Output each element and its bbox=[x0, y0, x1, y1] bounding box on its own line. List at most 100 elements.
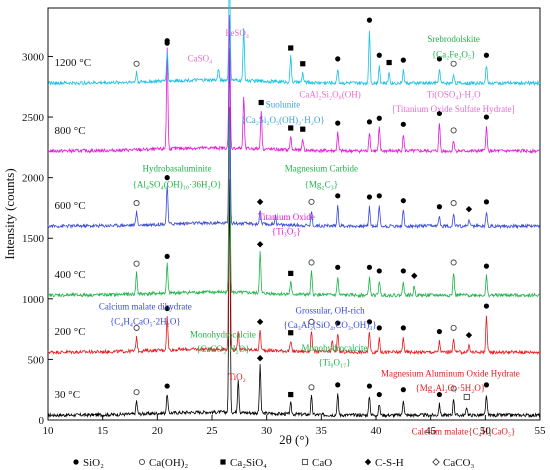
series-label: 400 °C bbox=[55, 269, 86, 281]
y-tick-label: 3000 bbox=[22, 51, 45, 63]
legend-label: Ca(OH)₂ bbox=[149, 457, 188, 469]
annotation: Monohydrocalcite bbox=[190, 330, 256, 340]
marker-filled-circle bbox=[400, 198, 406, 204]
marker-filled-square bbox=[300, 61, 306, 67]
marker-filled-diamond bbox=[256, 355, 264, 362]
marker-filled-circle bbox=[335, 320, 341, 326]
x-tick-label: 15 bbox=[97, 425, 109, 437]
marker-filled-diamond bbox=[256, 198, 264, 206]
marker-filled-diamond bbox=[256, 318, 264, 326]
marker-open-circle bbox=[308, 198, 315, 205]
x-tick-label: 30 bbox=[261, 425, 273, 437]
marker-filled-circle bbox=[366, 264, 373, 270]
marker-filled-circle bbox=[164, 175, 170, 181]
x-axis: 10 15 20 25 30 35 40 45 50 55 bbox=[43, 415, 546, 437]
x-tick-label: 35 bbox=[316, 425, 328, 437]
y-axis: 0 500 1000 1500 2000 2500 3000 bbox=[22, 51, 53, 427]
marker-open-square bbox=[463, 393, 470, 401]
plot-frame bbox=[47, 7, 541, 421]
marker-filled-diamond bbox=[465, 205, 473, 213]
legend-item: Ca(OH)₂ bbox=[138, 457, 188, 469]
marker-filled-square bbox=[288, 330, 294, 336]
marker-filled-circle bbox=[400, 121, 406, 127]
legend-label: CaO bbox=[312, 457, 332, 469]
annotation: {Mg₂C₃} bbox=[305, 179, 338, 189]
annotation: Magnesium Aluminum Oxide Hydrate bbox=[381, 368, 520, 378]
x-axis-label: 2θ (°) bbox=[279, 432, 309, 447]
legend-item: CaCO₃ bbox=[432, 457, 475, 469]
marker-open-circle bbox=[450, 259, 457, 266]
legend-marker bbox=[432, 458, 440, 466]
annotation: TiO₂ bbox=[228, 372, 245, 382]
marker-open-circle bbox=[450, 127, 457, 134]
marker-filled-square bbox=[300, 126, 306, 132]
marker-filled-circle bbox=[483, 382, 490, 388]
marker-filled-circle bbox=[335, 193, 341, 199]
y-tick-label: 1500 bbox=[22, 233, 45, 245]
y-axis-label: Intensity (counts) bbox=[2, 168, 17, 259]
marker-filled-diamond bbox=[256, 241, 264, 248]
series-line-1200C bbox=[47, 0, 541, 87]
annotation: Calcium malate dihydrate bbox=[99, 302, 192, 312]
marker-filled-circle bbox=[335, 56, 341, 62]
legend-marker bbox=[73, 459, 79, 465]
series-line-600C bbox=[47, 48, 541, 230]
marker-filled-circle bbox=[483, 263, 490, 269]
annotation: {Ca₂Fe₂O₅} bbox=[432, 50, 476, 60]
marker-filled-circle bbox=[483, 303, 490, 309]
annotation: Titanium Oxide bbox=[258, 212, 315, 222]
y-tick-label: 0 bbox=[39, 415, 45, 427]
marker-open-circle bbox=[133, 389, 140, 396]
annotation: {Al₄SO₄(OH)₁₀·36H₂O} bbox=[133, 179, 222, 189]
y-tick-label: 2500 bbox=[22, 112, 45, 124]
annotation: Calcium malate{C₄H₄CaO₅} bbox=[412, 427, 516, 437]
series-line-200C bbox=[47, 106, 541, 356]
marker-filled-circle bbox=[376, 115, 382, 121]
annotation: [Titanium Oxide Sulfate Hydrate] bbox=[393, 104, 515, 114]
marker-filled-circle bbox=[436, 204, 443, 210]
y-tick-label: 500 bbox=[28, 354, 45, 366]
series-line-800C bbox=[47, 14, 541, 154]
series-label: 800 °C bbox=[55, 125, 86, 137]
legend-label: CaCO₃ bbox=[443, 457, 475, 469]
marker-filled-circle bbox=[335, 120, 341, 126]
marker-filled-square bbox=[258, 99, 264, 106]
legend-item: SiO₂ bbox=[73, 457, 104, 469]
marker-filled-circle bbox=[164, 383, 170, 389]
legend-item: C-S-H bbox=[364, 457, 404, 469]
marker-filled-circle bbox=[483, 52, 490, 58]
marker-filled-circle bbox=[436, 391, 443, 398]
x-tick-label: 45 bbox=[425, 425, 437, 437]
annotation: {C₄H₄CaO₅·2H₂O} bbox=[110, 316, 181, 326]
annotation: CaSO₄ bbox=[188, 53, 213, 63]
legend-item: Ca₂SiO₄ bbox=[220, 457, 267, 469]
marker-filled-circle bbox=[335, 264, 341, 270]
marker-filled-circle bbox=[366, 194, 373, 200]
annotation: Ti(OSO₄)·H₂O bbox=[427, 90, 481, 100]
marker-filled-circle bbox=[400, 268, 406, 274]
marker-filled-square bbox=[288, 270, 294, 276]
annotation: {Ca₂Si₂O₅(OH)₂·H₂O} bbox=[241, 115, 324, 125]
marker-filled-circle bbox=[164, 253, 170, 260]
annotation: {Ti₃O₅} bbox=[272, 227, 301, 237]
annotation: Magnesium Carbide bbox=[285, 164, 358, 174]
annotation: Hydrobasaluminite bbox=[143, 164, 212, 174]
marker-open-circle bbox=[133, 200, 140, 207]
annotation: {Ti₉O₁₇} bbox=[318, 357, 350, 367]
marker-filled-square bbox=[386, 59, 392, 66]
x-tick-label: 40 bbox=[371, 425, 383, 437]
marker-filled-circle bbox=[164, 305, 170, 312]
marker-open-circle bbox=[308, 259, 315, 266]
annotations-layer: FeSO₄ CaSO₄ CaAl₂Si₂O₈(OH) Srebrodolskite {C… bbox=[99, 28, 520, 437]
annotation: Grossular, OH-rich bbox=[296, 305, 366, 315]
legend-marker bbox=[220, 459, 226, 465]
marker-open-circle bbox=[450, 200, 457, 207]
x-tick-label: 10 bbox=[43, 425, 55, 437]
legend-marker bbox=[138, 458, 146, 466]
marker-filled-circle bbox=[436, 328, 443, 335]
marker-filled-circle bbox=[483, 114, 490, 120]
marker-filled-circle bbox=[366, 119, 373, 125]
marker-filled-circle bbox=[366, 17, 373, 23]
marker-open-circle bbox=[133, 60, 140, 67]
series-line-400C bbox=[47, 112, 541, 299]
